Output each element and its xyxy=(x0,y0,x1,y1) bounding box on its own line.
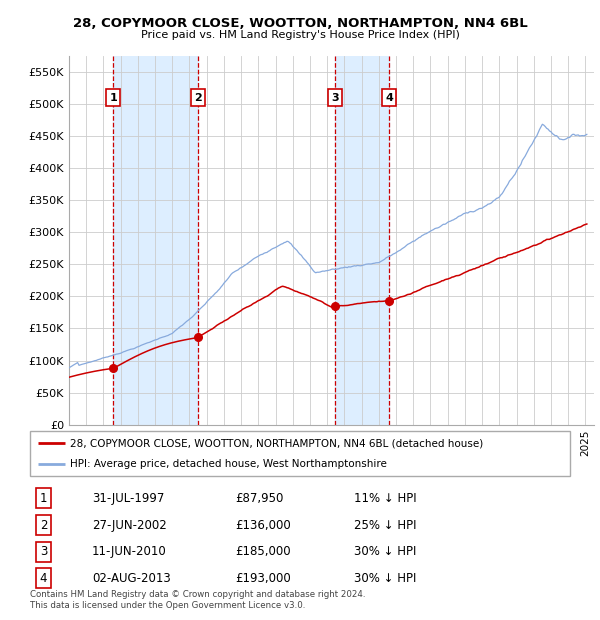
Text: 1: 1 xyxy=(110,92,117,102)
Text: 11-JUN-2010: 11-JUN-2010 xyxy=(92,545,167,558)
Text: 31-JUL-1997: 31-JUL-1997 xyxy=(92,492,164,505)
Text: 25% ↓ HPI: 25% ↓ HPI xyxy=(354,518,416,531)
Bar xyxy=(335,56,389,425)
Text: £185,000: £185,000 xyxy=(235,545,291,558)
Bar xyxy=(113,56,198,425)
Text: 28, COPYMOOR CLOSE, WOOTTON, NORTHAMPTON, NN4 6BL (detached house): 28, COPYMOOR CLOSE, WOOTTON, NORTHAMPTON… xyxy=(71,438,484,448)
Text: 1: 1 xyxy=(40,492,47,505)
Text: 28, COPYMOOR CLOSE, WOOTTON, NORTHAMPTON, NN4 6BL: 28, COPYMOOR CLOSE, WOOTTON, NORTHAMPTON… xyxy=(73,17,527,30)
Text: £193,000: £193,000 xyxy=(235,572,291,585)
Text: £87,950: £87,950 xyxy=(235,492,284,505)
FancyBboxPatch shape xyxy=(30,431,570,476)
Text: 3: 3 xyxy=(40,545,47,558)
Text: 2: 2 xyxy=(40,518,47,531)
Text: 11% ↓ HPI: 11% ↓ HPI xyxy=(354,492,416,505)
Text: 30% ↓ HPI: 30% ↓ HPI xyxy=(354,572,416,585)
Text: 3: 3 xyxy=(331,92,338,102)
Text: 02-AUG-2013: 02-AUG-2013 xyxy=(92,572,171,585)
Text: HPI: Average price, detached house, West Northamptonshire: HPI: Average price, detached house, West… xyxy=(71,459,388,469)
Text: 2: 2 xyxy=(194,92,202,102)
Text: Price paid vs. HM Land Registry's House Price Index (HPI): Price paid vs. HM Land Registry's House … xyxy=(140,30,460,40)
Text: 30% ↓ HPI: 30% ↓ HPI xyxy=(354,545,416,558)
Text: 4: 4 xyxy=(385,92,393,102)
Text: 27-JUN-2002: 27-JUN-2002 xyxy=(92,518,167,531)
Text: 4: 4 xyxy=(40,572,47,585)
Text: Contains HM Land Registry data © Crown copyright and database right 2024.
This d: Contains HM Land Registry data © Crown c… xyxy=(30,590,365,609)
Text: £136,000: £136,000 xyxy=(235,518,291,531)
